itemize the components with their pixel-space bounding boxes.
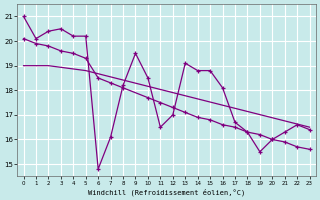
X-axis label: Windchill (Refroidissement éolien,°C): Windchill (Refroidissement éolien,°C) (88, 188, 245, 196)
